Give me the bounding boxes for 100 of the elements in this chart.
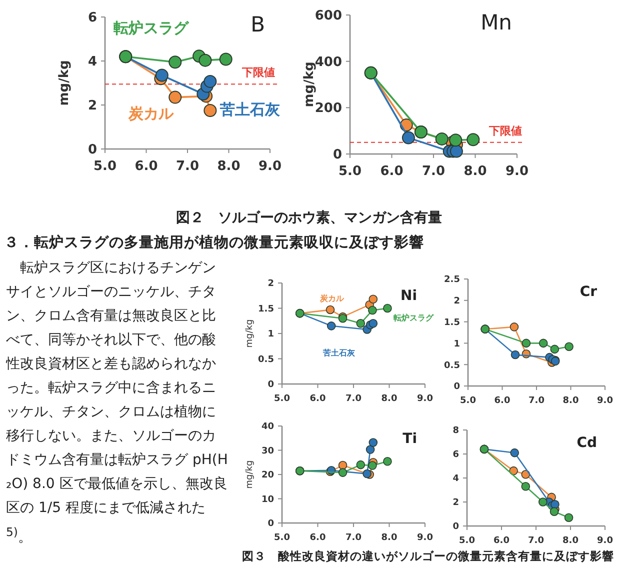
y-tick-label: 2.5 (444, 275, 460, 286)
y-tick-label: 2 (452, 498, 459, 508)
point (510, 322, 519, 332)
x-tick-label: 9.0 (258, 159, 282, 174)
point (368, 319, 378, 328)
point (538, 338, 548, 348)
point (338, 468, 348, 477)
x-tick-label: 7.0 (528, 536, 544, 546)
x-tick-label: 7.0 (422, 164, 446, 179)
x-tick-label: 6.0 (310, 394, 326, 404)
point (538, 498, 548, 506)
y-tick-label: 40 (261, 422, 274, 432)
y-tick-label: 2 (454, 296, 460, 307)
y-axis-title: mg/kg (302, 62, 317, 108)
x-tick-label: 6.0 (494, 536, 510, 546)
y-tick-label: 0.5 (444, 360, 460, 371)
y-axis-title: mg/kg (245, 460, 255, 489)
chart-title: Cd (576, 434, 597, 451)
x-tick-label: 5.0 (274, 533, 290, 543)
chart-title: Cr (580, 284, 598, 300)
y-axis-title: mg/kg (57, 60, 72, 106)
x-tick-label: 7.0 (346, 394, 362, 404)
x-tick-label: 8.0 (381, 533, 398, 543)
x-tick-label: 8.0 (381, 394, 398, 404)
point (366, 445, 375, 454)
series-label: 炭カル (319, 294, 346, 304)
x-tick-label: 5.0 (274, 394, 290, 404)
x-tick-label: 9.0 (597, 536, 613, 546)
x-tick-label: 6.0 (134, 159, 158, 174)
x-tick-label: 7.0 (176, 159, 200, 174)
point (168, 56, 182, 69)
point (466, 133, 480, 146)
point (219, 52, 232, 66)
series-label: 炭カル (128, 104, 175, 123)
point (204, 74, 217, 88)
point (326, 322, 336, 330)
point (450, 144, 463, 158)
point (521, 482, 530, 491)
x-tick-label: 5.0 (338, 164, 362, 179)
x-tick-label: 9.0 (597, 396, 613, 406)
point (564, 342, 574, 352)
point (383, 304, 392, 313)
point (550, 500, 560, 509)
y-axis-title: mg/kg (245, 319, 255, 348)
ref-line-label: 下限値 (241, 66, 275, 80)
text: 転炉スラグ区におけるチンゲンサイとソルゴーのニッケル、チタン、クロム含有量は無改良区と比べて、同等かそれ以下で、他の酸性改良資材区と差も認められなかった。転炉スラグ中に含まれるニッケル、チタン、クロムは植物に移行しない。また、ソルゴーのカドミウム含有量は転炉スラグ pH(H₂O) 8.0 区で最低値を示し、無改良区の 1/5 程度にまで低減された$^{5)}$。 (6, 260, 228, 546)
y-tick-label: 0 (88, 142, 97, 158)
point (204, 104, 217, 117)
y-tick-label: 2 (88, 98, 97, 114)
y-tick-label: 400 (314, 54, 342, 70)
text: 苦土石灰 (322, 348, 356, 358)
y-tick-label: 0.5 (258, 354, 274, 365)
x-tick-label: 9.0 (417, 394, 433, 404)
point (564, 513, 574, 522)
chart-title: B (250, 12, 265, 37)
y-tick-label: 0 (268, 519, 274, 530)
point (435, 132, 448, 146)
x-tick-label: 8.0 (562, 396, 579, 406)
point (338, 460, 348, 470)
x-tick-label: 8.0 (464, 164, 487, 179)
point (522, 338, 531, 348)
chart-title: Ni (400, 288, 417, 304)
y-tick-label: 1.5 (258, 304, 274, 314)
y-tick-label: 0 (452, 522, 459, 532)
chart-title: Mn (480, 10, 512, 35)
point (356, 319, 366, 328)
point (368, 294, 378, 304)
y-tick-label: 0 (454, 382, 460, 392)
x-tick-label: 5.0 (460, 396, 476, 406)
y-tick-label: 0 (268, 380, 274, 390)
y-tick-label: 20 (261, 470, 274, 481)
point (368, 438, 378, 447)
point (368, 306, 377, 315)
x-tick-label: 6.0 (380, 164, 404, 179)
point (510, 350, 520, 360)
y-tick-label: 1 (454, 339, 460, 350)
y-tick-label: 6 (452, 450, 459, 460)
y-tick-label: 4 (452, 474, 459, 484)
x-tick-label: 7.0 (528, 396, 544, 406)
x-tick-label: 6.0 (494, 396, 510, 406)
point (402, 131, 415, 144)
x-tick-label: 5.0 (459, 536, 475, 546)
y-tick-label: 30 (261, 446, 274, 456)
caption: 図２ ソルゴーのホウ素、マンガン含有量 (176, 210, 442, 226)
text: ３．転炉スラグの多量施用が植物の微量元素吸収に及ぼす影響 (4, 233, 424, 251)
chart-title: Ti (402, 430, 417, 447)
ref-line-label: 下限値 (488, 124, 522, 138)
x-tick-label: 7.0 (346, 533, 362, 543)
point (356, 460, 366, 470)
y-tick-label: 600 (314, 8, 342, 24)
series-label: 苦土石灰 (219, 100, 282, 119)
caption: 図３ 酸性改良資材の違いがソルゴーの微量元素含有量に及ぼす影響 (242, 549, 614, 563)
y-tick-label: 2 (268, 279, 274, 290)
y-tick-label: 10 (261, 494, 274, 505)
y-tick-label: 4 (88, 54, 97, 70)
y-tick-label: 8 (452, 426, 459, 436)
y-tick-label: 200 (314, 101, 342, 116)
y-tick-label: 1.5 (444, 318, 460, 328)
x-tick-label: 8.0 (217, 159, 240, 174)
point (362, 469, 372, 478)
